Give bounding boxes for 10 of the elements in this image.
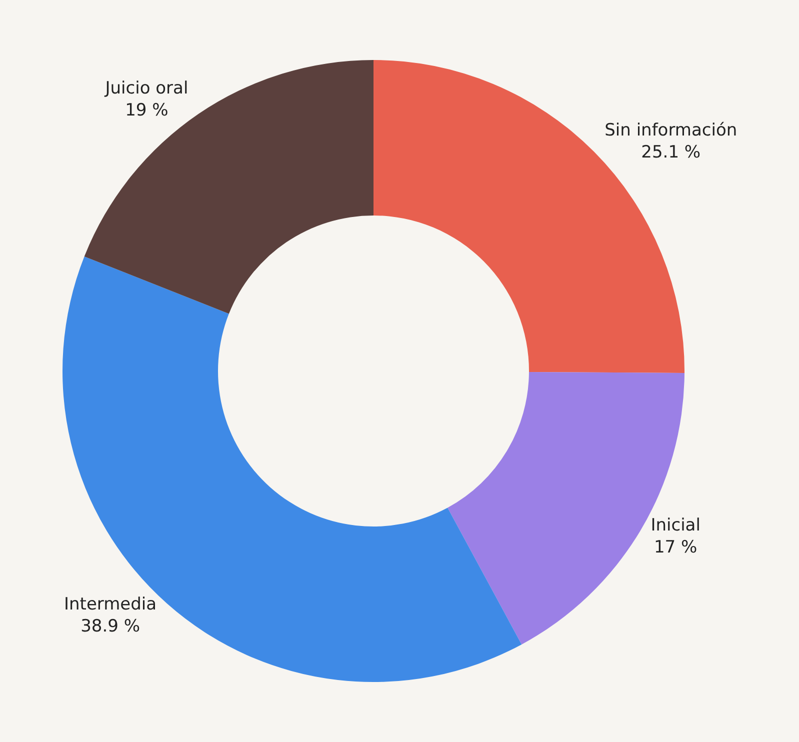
data-label: 25.1 % — [641, 142, 701, 162]
data-label: 38.9 % — [80, 616, 140, 636]
slice-label: Inicial — [650, 516, 700, 536]
slice-label: Sin información — [604, 120, 738, 140]
data-label: 17 % — [654, 538, 698, 558]
donut-slice — [84, 60, 374, 314]
slice-label: Juicio oral — [104, 78, 188, 98]
data-label: 19 % — [125, 100, 168, 120]
slice-label: Intermedia — [64, 594, 157, 614]
donut-slice — [62, 256, 522, 682]
